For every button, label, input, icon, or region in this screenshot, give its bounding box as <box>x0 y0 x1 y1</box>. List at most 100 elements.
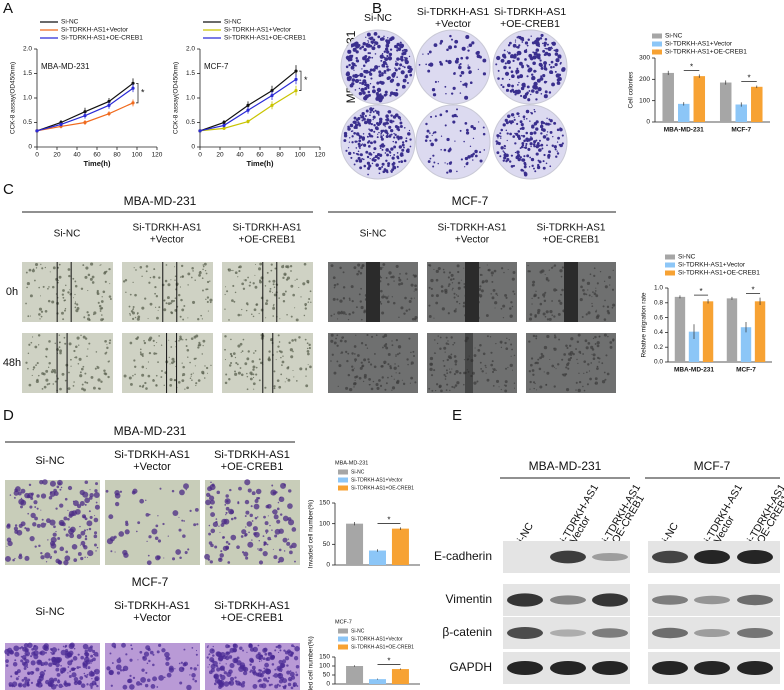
cell <box>109 339 111 341</box>
colony <box>369 73 372 76</box>
cell <box>24 677 28 681</box>
cell <box>252 684 257 689</box>
cell <box>110 298 112 300</box>
cell <box>355 335 356 336</box>
band <box>737 628 773 638</box>
colony <box>404 66 406 68</box>
cell <box>362 365 365 368</box>
cell <box>274 267 276 269</box>
cell <box>440 337 442 339</box>
cell <box>90 278 93 281</box>
cell <box>274 387 276 389</box>
cell <box>114 536 117 539</box>
group-header: MCF-7 <box>694 459 731 473</box>
cell <box>287 366 289 368</box>
cell <box>80 335 81 336</box>
point <box>35 129 38 132</box>
cell <box>282 355 283 356</box>
row-label: 0h <box>6 286 18 298</box>
legend-label: Si-NC <box>678 254 696 261</box>
colony <box>368 52 370 54</box>
cell <box>549 359 550 360</box>
colony <box>533 145 535 147</box>
cell <box>476 381 478 383</box>
cell <box>597 366 598 367</box>
cell <box>209 525 211 527</box>
cell <box>210 301 212 303</box>
colony <box>407 150 410 153</box>
colony <box>544 94 548 98</box>
cell <box>79 358 82 361</box>
band <box>507 661 543 675</box>
colony <box>367 156 369 158</box>
cell <box>243 288 245 290</box>
colony <box>395 62 399 66</box>
cell <box>77 307 80 310</box>
cell <box>393 280 394 281</box>
cell <box>95 684 97 686</box>
cell <box>263 544 265 546</box>
cell <box>142 656 147 661</box>
cell <box>361 342 363 344</box>
cell <box>94 531 97 534</box>
colony <box>464 96 468 100</box>
colony <box>388 57 391 60</box>
cell <box>274 514 279 519</box>
cell <box>228 378 230 380</box>
cell <box>180 299 182 301</box>
y-tick-label: 0 <box>28 144 32 151</box>
cell <box>535 291 536 292</box>
cell <box>54 678 58 682</box>
cell <box>305 307 307 309</box>
cell <box>430 279 433 282</box>
colony <box>523 155 525 157</box>
colony <box>373 116 376 119</box>
cell <box>335 338 337 340</box>
cell <box>605 354 607 356</box>
cell <box>139 651 142 654</box>
colony <box>540 34 543 37</box>
cell <box>253 532 256 535</box>
colony <box>428 160 431 163</box>
cell <box>294 339 296 341</box>
cell <box>234 373 237 376</box>
cell <box>259 313 260 314</box>
cell <box>28 673 30 675</box>
cell <box>140 677 146 683</box>
cell <box>179 682 182 685</box>
cell <box>430 357 433 360</box>
cell <box>254 308 257 311</box>
cell <box>146 265 149 268</box>
cell <box>222 536 225 539</box>
y-axis-label: Relative migration rate <box>641 292 648 357</box>
cell <box>136 681 141 686</box>
cell <box>452 289 453 290</box>
colony <box>392 163 395 166</box>
cell <box>168 536 169 537</box>
colony <box>483 127 485 129</box>
cell <box>198 379 201 382</box>
colony <box>361 45 364 48</box>
cell <box>31 682 33 684</box>
cell <box>232 270 233 271</box>
cell <box>582 289 585 292</box>
cell <box>477 349 480 352</box>
colony <box>482 59 486 63</box>
cell <box>27 513 29 515</box>
colony <box>484 149 486 151</box>
cell <box>388 271 391 274</box>
cell <box>280 483 286 489</box>
cell <box>305 375 306 376</box>
cell <box>216 651 221 656</box>
colony <box>549 70 553 74</box>
colony <box>447 163 449 165</box>
cell <box>292 351 294 353</box>
y-tick-label: 1.0 <box>186 95 195 102</box>
colony <box>514 93 516 95</box>
cell <box>380 303 382 305</box>
cell <box>351 352 353 354</box>
cell <box>40 295 41 296</box>
colony <box>367 40 368 41</box>
cell <box>162 523 164 525</box>
colony <box>550 66 553 69</box>
